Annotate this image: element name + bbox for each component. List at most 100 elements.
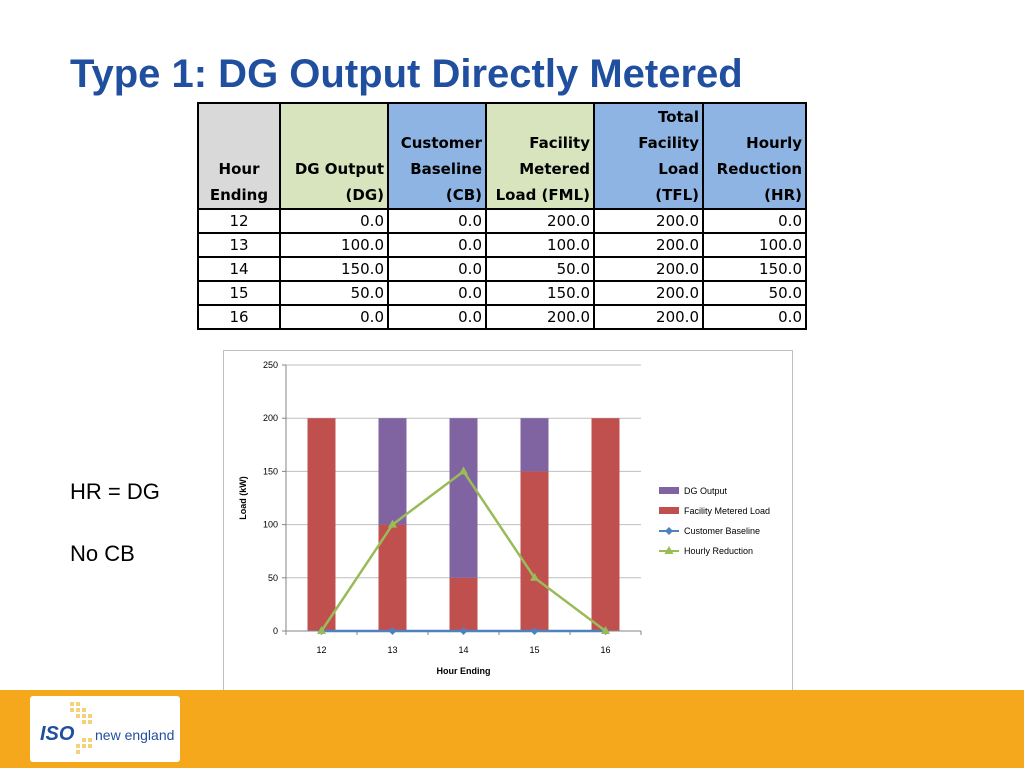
- table-cell: 200.0: [485, 304, 595, 330]
- legend-swatch: [659, 487, 679, 494]
- load-chart-frame: 0 50 100 150 200 250 12 13 14 15 16 Hour Ending Load…: [223, 350, 793, 691]
- table-cell: 0.0: [279, 208, 389, 234]
- legend-label: DG Output: [684, 486, 728, 496]
- note-no-cb: No CB: [70, 541, 135, 566]
- table-cell: 15: [197, 280, 281, 306]
- table-header-row: Hour Ending DG Output (DG) Customer Base…: [197, 102, 807, 210]
- bar-segment: [520, 471, 549, 631]
- note-hr-equals-dg: HR = DG: [70, 479, 160, 504]
- y-tick-label: 0: [273, 626, 278, 636]
- y-tick-label: 100: [263, 520, 278, 530]
- header-line: Customer: [400, 134, 482, 152]
- triangle-marker: [530, 572, 539, 581]
- header-line: Facility Load: [638, 134, 699, 178]
- table-cell: 0.0: [387, 232, 487, 258]
- x-tick-label: 14: [458, 645, 468, 655]
- table-row: 14 150.0 0.0 50.0 200.0 150.0: [197, 256, 807, 282]
- x-tick-label: 13: [387, 645, 397, 655]
- metering-table: Hour Ending DG Output (DG) Customer Base…: [197, 102, 807, 330]
- table-cell: 0.0: [702, 208, 807, 234]
- slide-title: Type 1: DG Output Directly Metered: [70, 52, 743, 96]
- header-line: Total: [658, 108, 699, 126]
- table-cell: 100.0: [702, 232, 807, 258]
- header-customer-baseline: Customer Baseline (CB): [387, 102, 487, 210]
- header-line: Load (FML): [495, 186, 590, 204]
- triangle-marker: [601, 626, 610, 634]
- table-cell: 150.0: [702, 256, 807, 282]
- table-cell: 200.0: [593, 232, 704, 258]
- diamond-marker: [530, 627, 539, 635]
- table-cell: 200.0: [593, 304, 704, 330]
- table-cell: 14: [197, 256, 281, 282]
- table-row: 12 0.0 0.0 200.0 200.0 0.0: [197, 208, 807, 234]
- table-cell: 50.0: [279, 280, 389, 306]
- table-cell: 100.0: [279, 232, 389, 258]
- table-cell: 100.0: [485, 232, 595, 258]
- table-cell: 200.0: [593, 280, 704, 306]
- table-cell: 50.0: [485, 256, 595, 282]
- diamond-marker: [459, 627, 468, 635]
- table-cell: 50.0: [702, 280, 807, 306]
- x-tick-label: 12: [316, 645, 326, 655]
- table-cell: 0.0: [387, 280, 487, 306]
- x-axis-title: Hour Ending: [437, 666, 491, 676]
- table-cell: 150.0: [279, 256, 389, 282]
- header-hourly-reduction: Hourly Reduction (HR): [702, 102, 807, 210]
- bar-segment: [449, 418, 478, 578]
- table-row: 13 100.0 0.0 100.0 200.0 100.0: [197, 232, 807, 258]
- header-line: DG Output: [294, 160, 384, 178]
- header-line: (CB): [445, 186, 482, 204]
- header-line: (TFL): [655, 186, 699, 204]
- triangle-marker: [459, 466, 468, 475]
- triangle-marker: [664, 546, 674, 554]
- legend-label: Facility Metered Load: [684, 506, 770, 516]
- load-chart: 0 50 100 150 200 250 12 13 14 15 16 Hour Ending Load…: [238, 360, 770, 676]
- bar-segment: [307, 418, 336, 631]
- bar-segment: [449, 577, 478, 631]
- diamond-marker: [388, 627, 397, 635]
- header-facility-metered-load: Facility Metered Load (FML): [485, 102, 595, 210]
- header-line: (HR): [764, 186, 802, 204]
- table-cell: 13: [197, 232, 281, 258]
- table-cell: 0.0: [702, 304, 807, 330]
- header-line: Reduction: [716, 160, 802, 178]
- table-cell: 200.0: [485, 208, 595, 234]
- y-tick-label: 200: [263, 413, 278, 423]
- header-hour-ending: Hour Ending: [197, 102, 281, 210]
- table-cell: 12: [197, 208, 281, 234]
- header-line: Hour: [218, 160, 260, 178]
- triangle-marker: [388, 519, 397, 528]
- y-tick-label: 150: [263, 466, 278, 476]
- triangle-marker: [317, 626, 326, 634]
- legend-label: Hourly Reduction: [684, 546, 753, 556]
- y-tick-label: 250: [263, 360, 278, 370]
- y-tick-label: 50: [268, 573, 278, 583]
- table-row: 15 50.0 0.0 150.0 200.0 50.0: [197, 280, 807, 306]
- table-cell: 16: [197, 304, 281, 330]
- bar-segment: [520, 418, 549, 472]
- table-cell: 200.0: [593, 256, 704, 282]
- iso-logo-icon: [30, 696, 180, 762]
- header-total-facility-load: Total Facility Load (TFL): [593, 102, 704, 210]
- table-cell: 0.0: [387, 208, 487, 234]
- bar-segment: [378, 524, 407, 631]
- table-cell: 150.0: [485, 280, 595, 306]
- header-line: Baseline: [410, 160, 482, 178]
- header-line: Ending: [209, 186, 269, 204]
- table-cell: 0.0: [279, 304, 389, 330]
- table-row: 16 0.0 0.0 200.0 200.0 0.0: [197, 304, 807, 330]
- logo-iso-text: ISO: [40, 723, 75, 745]
- table-cell: 0.0: [387, 304, 487, 330]
- legend-swatch: [659, 507, 679, 514]
- header-line: Metered: [519, 160, 590, 178]
- table-cell: 200.0: [593, 208, 704, 234]
- logo-new-england-text: new england: [95, 727, 175, 743]
- header-line: Facility: [529, 134, 590, 152]
- bar-segment: [591, 418, 620, 631]
- x-tick-label: 16: [600, 645, 610, 655]
- header-line: (DG): [345, 186, 384, 204]
- diamond-marker: [665, 527, 673, 535]
- x-tick-label: 15: [529, 645, 539, 655]
- legend-label: Customer Baseline: [684, 526, 760, 536]
- y-axis-title: Load (kW): [238, 476, 248, 520]
